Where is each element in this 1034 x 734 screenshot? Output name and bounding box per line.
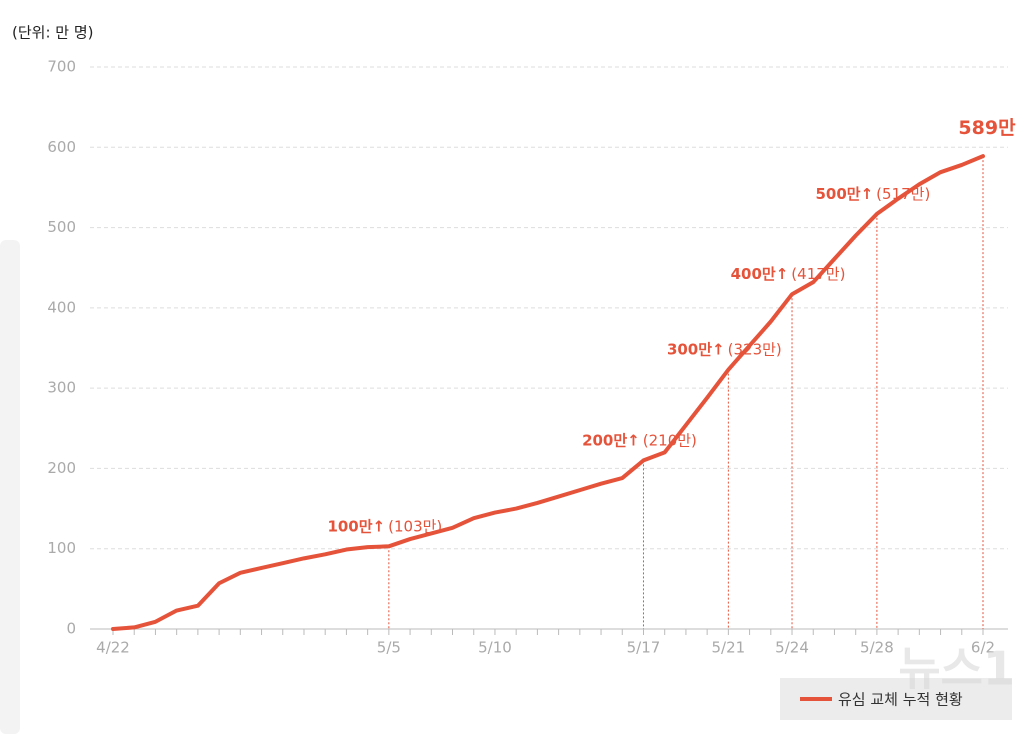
y-tick-label: 500 bbox=[47, 218, 76, 236]
annotation: 300만↑ (323만) bbox=[667, 340, 782, 358]
legend-label: 유심 교체 누적 현황 bbox=[838, 691, 963, 709]
unit-label: (단위: 만 명) bbox=[12, 24, 94, 42]
y-tick-label: 100 bbox=[47, 539, 76, 557]
side-panel bbox=[0, 240, 20, 734]
annotation-bold: 200만↑ bbox=[582, 431, 640, 449]
x-tick-label: 4/22 bbox=[96, 639, 130, 657]
x-tick-label: 5/17 bbox=[627, 639, 661, 657]
x-tick-label: 5/21 bbox=[712, 639, 746, 657]
annotation-bold: 300만↑ bbox=[667, 340, 725, 358]
annotation-bold: 400만↑ bbox=[731, 265, 789, 283]
annotation: 200만↑ (210만) bbox=[582, 431, 697, 449]
watermark: 뉴스1 bbox=[898, 642, 1015, 696]
annotation-text: (103만) bbox=[388, 517, 442, 535]
y-tick-label: 300 bbox=[47, 379, 76, 397]
x-tick-label: 5/10 bbox=[478, 639, 512, 657]
y-tick-label: 0 bbox=[66, 620, 76, 638]
annotation-bold: 500만↑ bbox=[815, 184, 873, 202]
annotation: 100만↑ (103만) bbox=[327, 517, 442, 535]
y-tick-label: 400 bbox=[47, 298, 76, 316]
annotation: 589만 bbox=[958, 117, 1016, 139]
line-series bbox=[111, 154, 985, 631]
y-tick-label: 600 bbox=[47, 138, 76, 156]
annotation-text: (210만) bbox=[643, 431, 697, 449]
x-tick-label: 5/24 bbox=[775, 639, 809, 657]
annotation-text: (323만) bbox=[728, 340, 782, 358]
y-tick-label: 700 bbox=[47, 58, 76, 76]
x-tick-label: 5/28 bbox=[860, 639, 894, 657]
x-tick-label: 6/2 bbox=[971, 639, 995, 657]
y-tick-label: 200 bbox=[47, 459, 76, 477]
x-tick-label: 5/5 bbox=[377, 639, 401, 657]
annotation-bold: 100만↑ bbox=[327, 517, 385, 535]
annotation-bold: 589만 bbox=[958, 117, 1016, 139]
